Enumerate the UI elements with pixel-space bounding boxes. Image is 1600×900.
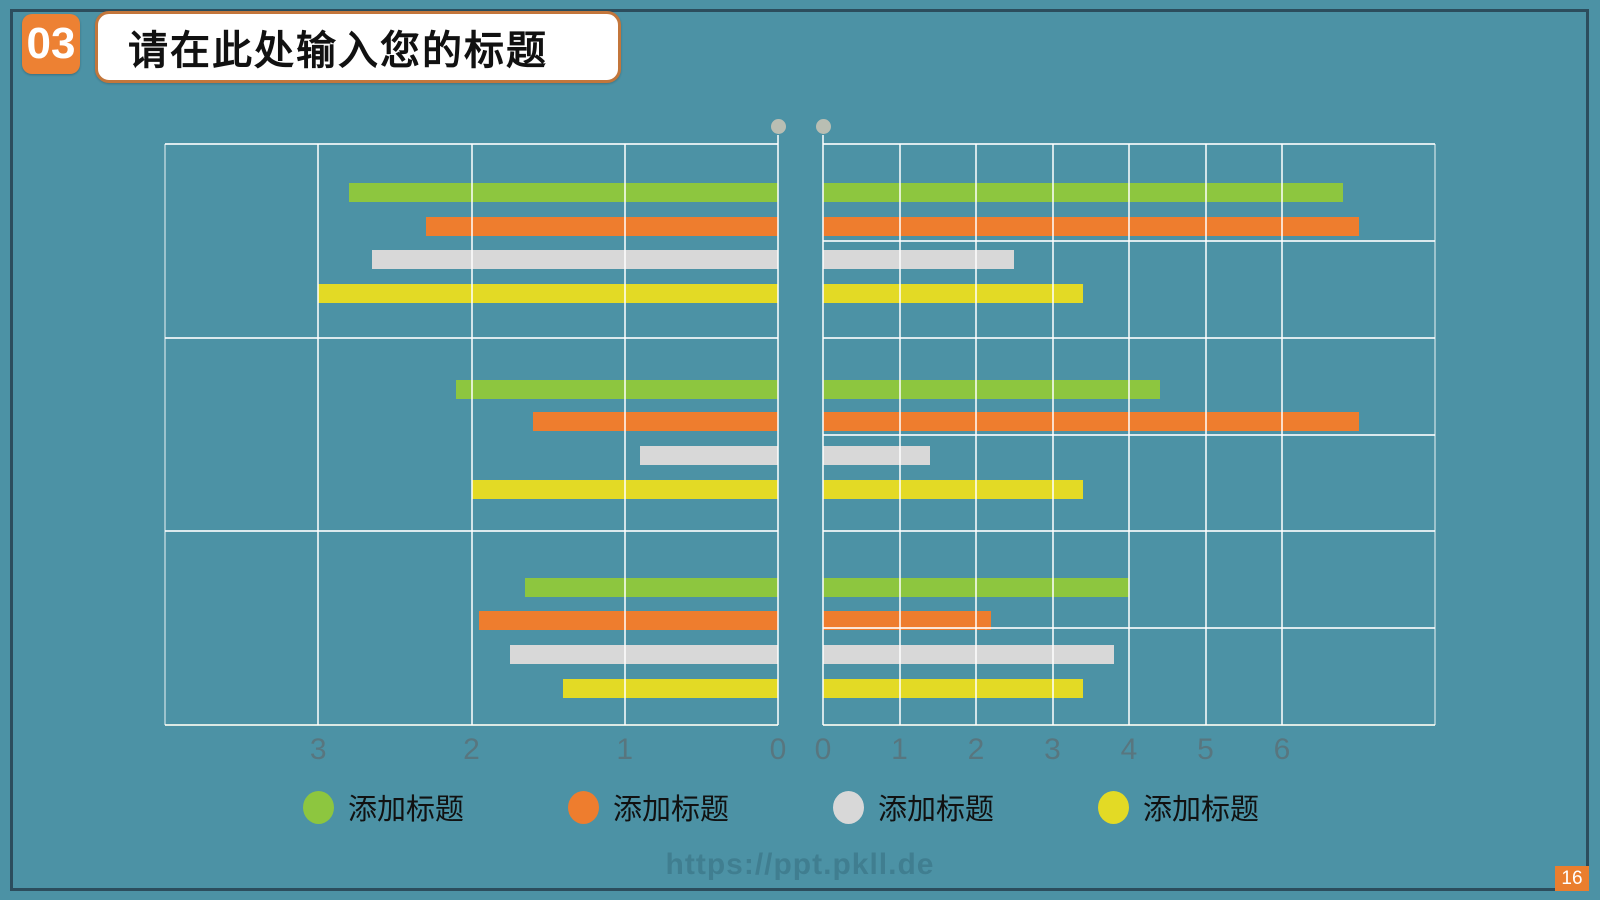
left-bar-s1-c1[interactable] bbox=[348, 182, 778, 202]
slide-title: 请在此处输入您的标题 bbox=[128, 29, 548, 73]
right-v-gridline-4 bbox=[1128, 144, 1130, 725]
legend-swatch-icon bbox=[303, 790, 334, 824]
right-bar-s1-c2[interactable] bbox=[823, 379, 1160, 399]
left-bar-s1-c2[interactable] bbox=[456, 379, 778, 399]
left-axis-tick-label: 0 bbox=[769, 733, 787, 766]
right-v-gridline-6 bbox=[1281, 144, 1283, 725]
left-bar-s1-c3[interactable] bbox=[525, 577, 778, 597]
right-bar-s4-c3[interactable] bbox=[823, 678, 1084, 698]
left-bar-s2-c2[interactable] bbox=[532, 411, 778, 431]
right-v-gridline-1 bbox=[898, 144, 901, 725]
left-axis-tick-label: 1 bbox=[616, 733, 634, 766]
legend-label: 添加标题 bbox=[1143, 794, 1260, 826]
legend-item-4[interactable]: 添加标题 bbox=[1098, 786, 1259, 828]
legend-swatch-icon bbox=[833, 790, 864, 824]
left-bar-s3-c1[interactable] bbox=[371, 249, 778, 269]
right-bar-s2-c1[interactable] bbox=[823, 216, 1359, 236]
left-axis-dot-icon bbox=[770, 119, 786, 134]
right-axis-tick-label: 1 bbox=[891, 733, 908, 766]
left-v-gridline-1 bbox=[623, 144, 626, 725]
right-axis-tick-label: 6 bbox=[1273, 733, 1291, 766]
left-axis-baseline bbox=[165, 724, 778, 726]
right-plot-edge bbox=[1434, 144, 1436, 725]
left-v-gridline-3 bbox=[317, 144, 320, 725]
right-bar-s4-c1[interactable] bbox=[823, 283, 1084, 303]
legend-item-2[interactable]: 添加标题 bbox=[568, 786, 729, 828]
left-bar-s2-c1[interactable] bbox=[425, 216, 778, 236]
legend-swatch-icon bbox=[1098, 790, 1129, 824]
right-axis-tick-label: 4 bbox=[1120, 733, 1138, 766]
right-bar-s1-c1[interactable] bbox=[823, 182, 1344, 202]
legend-label: 添加标题 bbox=[878, 794, 995, 826]
legend-label: 添加标题 bbox=[348, 794, 465, 826]
right-v-gridline-2 bbox=[975, 144, 977, 725]
legend-label: 添加标题 bbox=[613, 794, 730, 826]
right-bar-s3-c2[interactable] bbox=[823, 445, 931, 465]
right-v-gridline-3 bbox=[1051, 144, 1054, 725]
right-v-gridline-5 bbox=[1204, 144, 1207, 725]
right-v-gridline-0 bbox=[822, 135, 824, 725]
right-bar-s4-c2[interactable] bbox=[823, 479, 1084, 499]
legend-item-3[interactable]: 添加标题 bbox=[833, 786, 994, 828]
legend-swatch-icon bbox=[568, 790, 599, 824]
right-bar-s2-c2[interactable] bbox=[823, 411, 1359, 431]
title-box[interactable]: 请在此处输入您的标题 bbox=[95, 11, 621, 83]
right-axis-tick-label: 5 bbox=[1197, 733, 1214, 766]
page-number-badge: 16 bbox=[1555, 866, 1589, 891]
left-plot-edge bbox=[164, 144, 166, 725]
left-axis-tick-label: 2 bbox=[463, 733, 480, 766]
right-axis-tick-label: 0 bbox=[814, 733, 832, 766]
left-bar-s4-c1[interactable] bbox=[318, 283, 778, 303]
legend-item-1[interactable]: 添加标题 bbox=[303, 786, 464, 828]
right-bar-s2-c3[interactable] bbox=[823, 610, 992, 630]
left-bar-s2-c3[interactable] bbox=[479, 610, 778, 630]
right-axis-dot-icon bbox=[815, 119, 831, 134]
watermark-url: https://ppt.pkll.de bbox=[665, 848, 935, 881]
right-bar-s3-c1[interactable] bbox=[823, 249, 1015, 269]
left-bar-s3-c2[interactable] bbox=[640, 445, 778, 465]
left-bar-s3-c3[interactable] bbox=[509, 644, 778, 664]
right-bar-s3-c3[interactable] bbox=[823, 644, 1114, 664]
left-v-gridline-2 bbox=[470, 144, 473, 725]
left-axis-tick-label: 3 bbox=[309, 733, 327, 766]
right-axis-tick-label: 2 bbox=[967, 733, 985, 766]
section-number-badge[interactable]: 03 bbox=[22, 14, 80, 74]
left-bar-s4-c3[interactable] bbox=[563, 678, 778, 698]
left-v-gridline-0 bbox=[777, 135, 779, 725]
right-axis-baseline bbox=[823, 724, 1435, 726]
right-axis-tick-label: 3 bbox=[1044, 733, 1061, 766]
